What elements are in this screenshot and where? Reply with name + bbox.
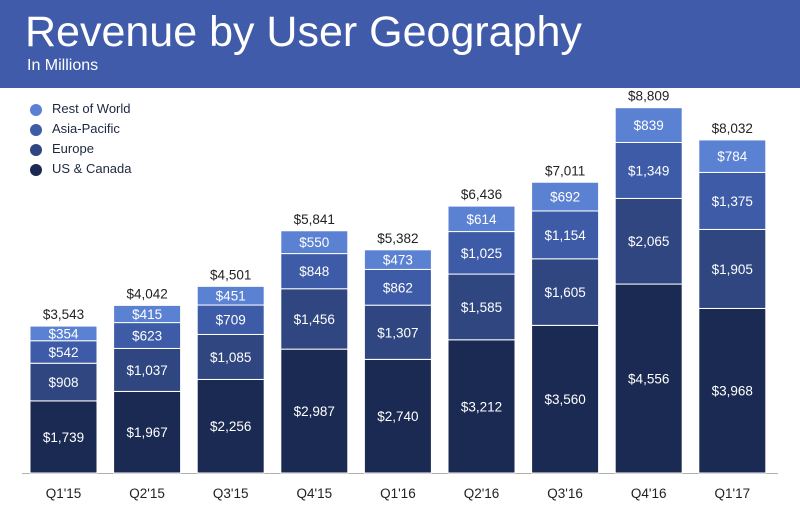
bar-segment-rest-of-world-q2-15 — [113, 304, 182, 324]
value-label-asia-pacific-q1-16: $862 — [383, 280, 413, 295]
bar-segment-us-canada-q3-16 — [531, 324, 600, 474]
x-tick-label-q3-15: Q3'15 — [213, 486, 249, 501]
value-label-rest-of-world-q2-16: $614 — [466, 212, 497, 227]
value-label-rest-of-world-q2-15: $415 — [132, 307, 162, 322]
legend-swatch-rest-of-world — [30, 104, 42, 116]
legend-label-europe: Europe — [52, 141, 94, 156]
value-label-us-canada-q1-17: $3,968 — [712, 384, 753, 399]
bar-segment-europe-q1-16 — [363, 304, 432, 360]
bar-segment-rest-of-world-q1-17 — [698, 139, 767, 173]
bar-segment-asia-pacific-q1-17 — [698, 171, 767, 230]
value-label-europe-q1-15: $908 — [48, 375, 78, 390]
value-label-rest-of-world-q3-15: $451 — [216, 289, 246, 304]
bar-segment-rest-of-world-q4-15 — [280, 230, 349, 255]
x-tick-label-q2-16: Q2'16 — [464, 486, 500, 501]
total-label-q1-16: $5,382 — [377, 231, 418, 246]
total-label-q1-17: $8,032 — [712, 121, 753, 136]
value-label-asia-pacific-q2-15: $623 — [132, 329, 162, 344]
header-banner: Revenue by User Geography In Millions — [0, 0, 800, 88]
bar-segment-rest-of-world-q3-15 — [196, 285, 265, 306]
value-label-europe-q3-15: $1,085 — [210, 350, 251, 365]
total-label-q1-15: $3,543 — [43, 307, 84, 322]
bar-segment-rest-of-world-q3-16 — [531, 181, 600, 212]
value-label-europe-q4-16: $2,065 — [628, 234, 669, 249]
value-label-us-canada-q1-15: $1,739 — [43, 430, 84, 445]
legend-label-asia-pacific: Asia-Pacific — [52, 121, 120, 136]
page-title: Revenue by User Geography — [25, 8, 582, 56]
value-label-rest-of-world-q4-16: $839 — [634, 118, 664, 133]
legend-swatch-asia-pacific — [30, 124, 42, 136]
bar-segment-rest-of-world-q1-16 — [363, 249, 432, 270]
value-label-europe-q1-16: $1,307 — [377, 325, 418, 340]
value-label-us-canada-q3-15: $2,256 — [210, 419, 251, 434]
bar-segment-us-canada-q1-16 — [363, 358, 432, 474]
value-label-asia-pacific-q1-15: $542 — [48, 345, 78, 360]
value-label-asia-pacific-q2-16: $1,025 — [461, 246, 502, 261]
legend-swatch-europe — [30, 144, 42, 156]
value-label-europe-q4-15: $1,456 — [294, 312, 335, 327]
total-label-q4-16: $8,809 — [628, 89, 669, 104]
value-label-rest-of-world-q1-16: $473 — [383, 253, 413, 268]
total-label-q4-15: $5,841 — [294, 212, 335, 227]
bar-segment-europe-q3-15 — [196, 333, 265, 380]
x-tick-label-q1-16: Q1'16 — [380, 486, 416, 501]
value-label-us-canada-q4-15: $2,987 — [294, 404, 335, 419]
bar-segment-us-canada-q1-15 — [29, 400, 98, 474]
bar-segment-us-canada-q4-16 — [614, 283, 683, 474]
x-tick-label-q2-15: Q2'15 — [129, 486, 165, 501]
total-label-q3-16: $7,011 — [545, 163, 585, 178]
bar-segment-asia-pacific-q2-15 — [113, 322, 182, 349]
bar-segment-rest-of-world-q2-16 — [447, 205, 516, 233]
value-label-europe-q3-16: $1,605 — [544, 285, 585, 300]
x-tick-label-q4-16: Q4'16 — [631, 486, 667, 501]
bar-segment-us-canada-q4-15 — [280, 348, 349, 474]
legend-label-rest-of-world: Rest of World — [52, 101, 131, 116]
x-tick-label-q4-15: Q4'15 — [296, 486, 332, 501]
bar-segment-asia-pacific-q3-15 — [196, 304, 265, 335]
value-label-europe-q2-16: $1,585 — [461, 300, 502, 315]
page-subtitle: In Millions — [27, 57, 99, 74]
value-label-rest-of-world-q3-16: $692 — [550, 190, 580, 205]
x-tick-label-q1-17: Q1'17 — [714, 486, 750, 501]
legend-label-us-canada: US & Canada — [52, 161, 132, 176]
bar-segment-rest-of-world-q4-16 — [614, 107, 683, 143]
value-label-us-canada-q3-16: $3,560 — [544, 392, 585, 407]
value-label-rest-of-world-q4-15: $550 — [299, 235, 329, 250]
total-label-q3-15: $4,501 — [210, 267, 251, 282]
value-label-asia-pacific-q4-16: $1,349 — [628, 163, 669, 178]
value-label-asia-pacific-q1-17: $1,375 — [712, 194, 753, 209]
legend-swatch-us-canada — [30, 164, 42, 176]
total-label-q2-16: $6,436 — [461, 187, 502, 202]
value-label-asia-pacific-q4-15: $848 — [299, 264, 329, 279]
value-label-asia-pacific-q3-16: $1,154 — [544, 228, 586, 243]
value-label-europe-q2-15: $1,037 — [126, 363, 167, 378]
value-label-europe-q1-17: $1,905 — [712, 262, 753, 277]
total-label-q2-15: $4,042 — [126, 286, 167, 301]
bar-segment-europe-q3-16 — [531, 258, 600, 326]
value-label-rest-of-world-q1-15: $354 — [48, 326, 79, 341]
value-label-us-canada-q4-16: $4,556 — [628, 372, 669, 387]
bar-segment-asia-pacific-q4-15 — [280, 253, 349, 290]
value-label-us-canada-q2-16: $3,212 — [461, 399, 502, 414]
bar-segment-asia-pacific-q1-16 — [363, 268, 432, 306]
bar-segment-rest-of-world-q1-15 — [29, 325, 98, 342]
bar-segment-us-canada-q3-15 — [196, 378, 265, 474]
value-label-us-canada-q2-15: $1,967 — [126, 425, 167, 440]
bar-segment-asia-pacific-q2-16 — [447, 231, 516, 275]
value-label-asia-pacific-q3-15: $709 — [216, 313, 246, 328]
value-label-rest-of-world-q1-17: $784 — [717, 149, 748, 164]
value-label-us-canada-q1-16: $2,740 — [377, 409, 418, 424]
x-tick-label-q1-15: Q1'15 — [46, 486, 82, 501]
bar-segment-asia-pacific-q3-16 — [531, 210, 600, 260]
x-tick-label-q3-16: Q3'16 — [547, 486, 583, 501]
bar-segment-us-canada-q2-15 — [113, 390, 182, 474]
